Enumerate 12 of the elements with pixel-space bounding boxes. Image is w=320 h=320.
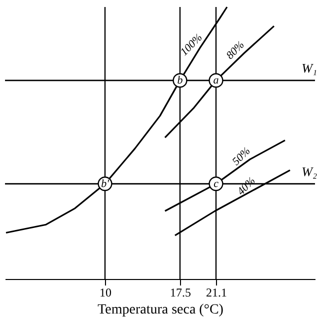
x-tick-label: 10	[100, 286, 112, 300]
ref-line-label: W₁	[302, 60, 317, 76]
annotation: a	[213, 74, 220, 86]
ref-line-label: W₂	[302, 164, 318, 179]
x-axis-title: Temperatura seca (°C)	[98, 302, 224, 318]
text: 80%	[224, 39, 247, 62]
x-tick-label: 21.1	[206, 286, 227, 300]
text: 50%	[230, 145, 253, 168]
x-tick-label: 17.5	[170, 286, 191, 300]
annotation: b	[177, 74, 184, 86]
annotation: b'	[101, 178, 110, 190]
annotation: c	[214, 178, 219, 190]
